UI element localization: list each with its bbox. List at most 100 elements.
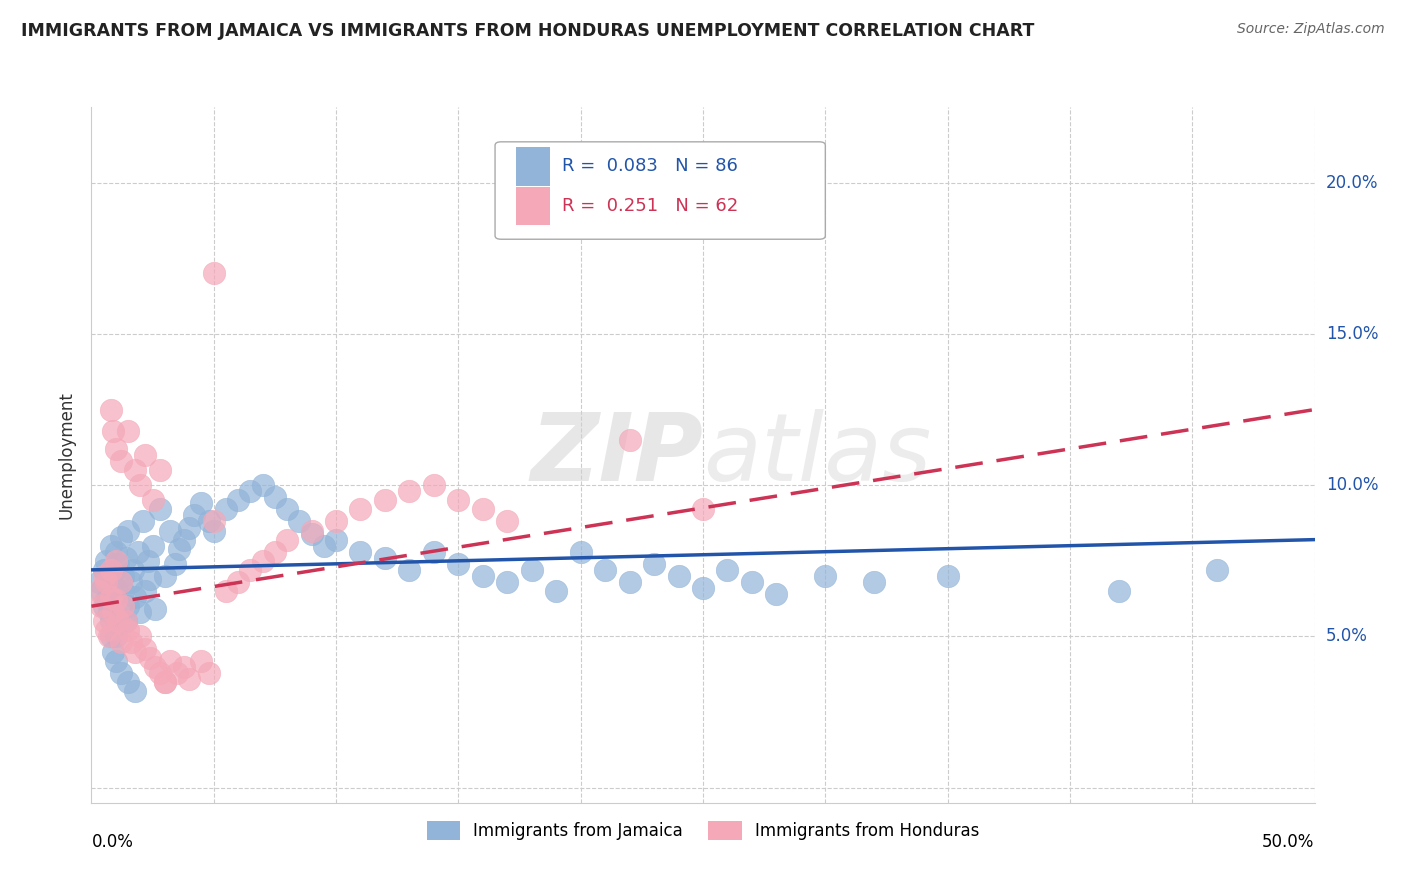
Point bbox=[87, 584, 110, 599]
Point bbox=[520, 563, 543, 577]
Point bbox=[114, 615, 136, 629]
Point bbox=[117, 624, 139, 638]
Point bbox=[117, 599, 139, 614]
Text: 0.0%: 0.0% bbox=[91, 833, 134, 851]
Point bbox=[471, 569, 494, 583]
Point bbox=[104, 554, 127, 568]
Point bbox=[569, 545, 592, 559]
Point bbox=[122, 563, 145, 577]
Point bbox=[107, 611, 129, 625]
Point bbox=[94, 593, 117, 607]
Point bbox=[190, 654, 212, 668]
Point bbox=[374, 493, 396, 508]
Point bbox=[100, 402, 122, 417]
Point bbox=[87, 574, 110, 589]
Point bbox=[114, 550, 136, 565]
Point bbox=[110, 665, 132, 680]
Point bbox=[153, 674, 176, 689]
Point bbox=[252, 554, 274, 568]
Point bbox=[100, 539, 122, 553]
Point bbox=[112, 569, 135, 583]
Point bbox=[264, 545, 287, 559]
Text: R =  0.083   N = 86: R = 0.083 N = 86 bbox=[562, 157, 738, 175]
Point bbox=[179, 520, 201, 534]
Point bbox=[179, 672, 201, 686]
Point bbox=[114, 615, 136, 629]
FancyBboxPatch shape bbox=[516, 147, 550, 186]
Point bbox=[398, 563, 420, 577]
Point bbox=[202, 524, 225, 538]
Point bbox=[94, 554, 117, 568]
Point bbox=[139, 650, 162, 665]
Point bbox=[103, 644, 125, 658]
Point bbox=[103, 566, 125, 580]
Point bbox=[104, 581, 127, 595]
Point bbox=[1205, 563, 1227, 577]
Point bbox=[166, 665, 188, 680]
Point bbox=[110, 530, 132, 544]
Point bbox=[716, 563, 738, 577]
Point bbox=[90, 584, 112, 599]
Y-axis label: Unemployment: Unemployment bbox=[58, 391, 76, 519]
Point bbox=[110, 574, 132, 589]
Point bbox=[104, 593, 127, 607]
Point bbox=[173, 659, 195, 673]
Point bbox=[103, 605, 125, 619]
Point bbox=[471, 502, 494, 516]
Point bbox=[136, 554, 159, 568]
Point bbox=[100, 563, 122, 577]
Point bbox=[374, 550, 396, 565]
Point bbox=[159, 654, 181, 668]
Point bbox=[124, 590, 146, 604]
Point bbox=[94, 624, 117, 638]
Point bbox=[103, 424, 125, 438]
Point bbox=[349, 502, 371, 516]
Point bbox=[97, 569, 120, 583]
Point bbox=[107, 557, 129, 571]
Point bbox=[741, 574, 763, 589]
Point bbox=[104, 442, 127, 456]
Legend: Immigrants from Jamaica, Immigrants from Honduras: Immigrants from Jamaica, Immigrants from… bbox=[420, 814, 986, 847]
Point bbox=[226, 574, 249, 589]
Text: 20.0%: 20.0% bbox=[1326, 174, 1378, 192]
Point bbox=[104, 545, 127, 559]
Point bbox=[765, 587, 787, 601]
Point bbox=[129, 605, 152, 619]
Point bbox=[149, 665, 172, 680]
Point bbox=[252, 478, 274, 492]
Point bbox=[110, 599, 132, 614]
Point bbox=[668, 569, 690, 583]
Point bbox=[93, 615, 115, 629]
Point bbox=[93, 569, 115, 583]
Point bbox=[97, 629, 120, 643]
Point bbox=[814, 569, 837, 583]
Point bbox=[90, 599, 112, 614]
FancyBboxPatch shape bbox=[516, 187, 550, 226]
Point bbox=[183, 508, 205, 523]
Point bbox=[117, 674, 139, 689]
Point bbox=[124, 463, 146, 477]
Point bbox=[110, 635, 132, 649]
Point bbox=[153, 674, 176, 689]
Text: ZIP: ZIP bbox=[530, 409, 703, 501]
Point bbox=[312, 539, 335, 553]
Point bbox=[129, 629, 152, 643]
Point bbox=[153, 569, 176, 583]
Point bbox=[141, 539, 163, 553]
Point bbox=[117, 424, 139, 438]
Point bbox=[112, 584, 135, 599]
Point bbox=[863, 574, 886, 589]
Point bbox=[546, 584, 568, 599]
Point bbox=[104, 654, 127, 668]
Point bbox=[215, 502, 238, 516]
Point bbox=[173, 533, 195, 547]
Point bbox=[447, 493, 470, 508]
Point bbox=[936, 569, 959, 583]
Point bbox=[124, 684, 146, 698]
Point bbox=[112, 599, 135, 614]
Point bbox=[132, 515, 155, 529]
Text: 50.0%: 50.0% bbox=[1263, 833, 1315, 851]
Point bbox=[619, 433, 641, 447]
Point bbox=[97, 605, 120, 619]
Point bbox=[127, 545, 149, 559]
